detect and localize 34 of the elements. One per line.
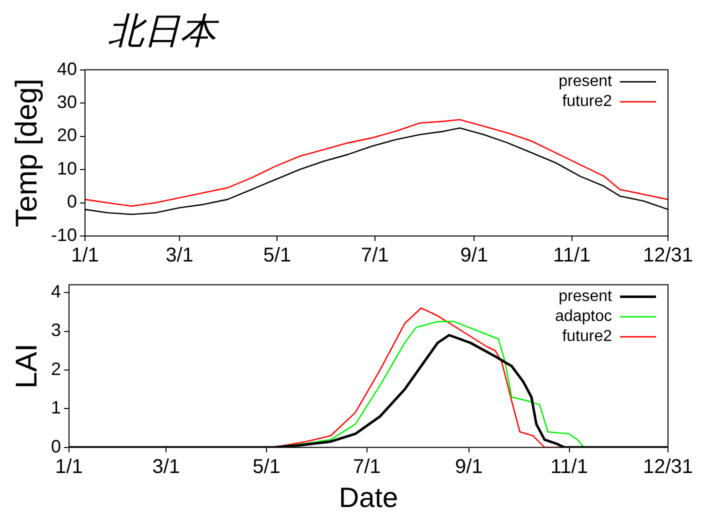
x-tick-label: 7/1 xyxy=(361,244,389,267)
y-tick-label: -10 xyxy=(51,224,78,245)
y-tick-label: 2 xyxy=(50,358,62,379)
x-tick-label: 7/1 xyxy=(352,456,381,478)
x-tick-label: 9/1 xyxy=(454,456,483,478)
legend-label: present xyxy=(558,73,613,90)
x-tick-label: 9/1 xyxy=(460,244,488,267)
legend-label: future2 xyxy=(562,328,612,346)
chart-title: 北日本 xyxy=(108,10,220,54)
x-tick-label: 1/1 xyxy=(71,244,99,267)
x-tick-label: 3/1 xyxy=(166,244,194,267)
y-tick-label: 1 xyxy=(50,398,62,418)
x-tick-label: 3/1 xyxy=(152,456,180,478)
y-tick-label: 0 xyxy=(67,192,78,212)
x-tick-label: 5/1 xyxy=(252,456,280,478)
y-tick-label: 10 xyxy=(56,158,78,178)
x-axis-title: Date xyxy=(338,482,398,513)
y-tick-label: 0 xyxy=(50,436,62,456)
legend-label: future2 xyxy=(562,93,612,110)
y-tick-label: 4 xyxy=(50,282,62,302)
x-tick-label: 11/1 xyxy=(553,244,591,267)
y-axis-title: Temp [deg] xyxy=(10,78,44,228)
legend-label: present xyxy=(558,288,613,306)
y-tick-label: 30 xyxy=(56,92,78,112)
y-tick-label: 20 xyxy=(56,125,78,146)
x-tick-label: 1/1 xyxy=(55,456,83,478)
x-tick-label: 5/1 xyxy=(263,244,292,267)
x-tick-label: 12/31 xyxy=(642,456,694,478)
legend-label: adaptoc xyxy=(555,308,612,326)
x-tick-label: 12/31 xyxy=(642,244,694,267)
y-axis-title: LAI xyxy=(10,344,44,389)
x-tick-label: 11/1 xyxy=(550,456,588,478)
y-tick-label: 40 xyxy=(56,58,78,79)
y-tick-label: 3 xyxy=(50,320,62,340)
